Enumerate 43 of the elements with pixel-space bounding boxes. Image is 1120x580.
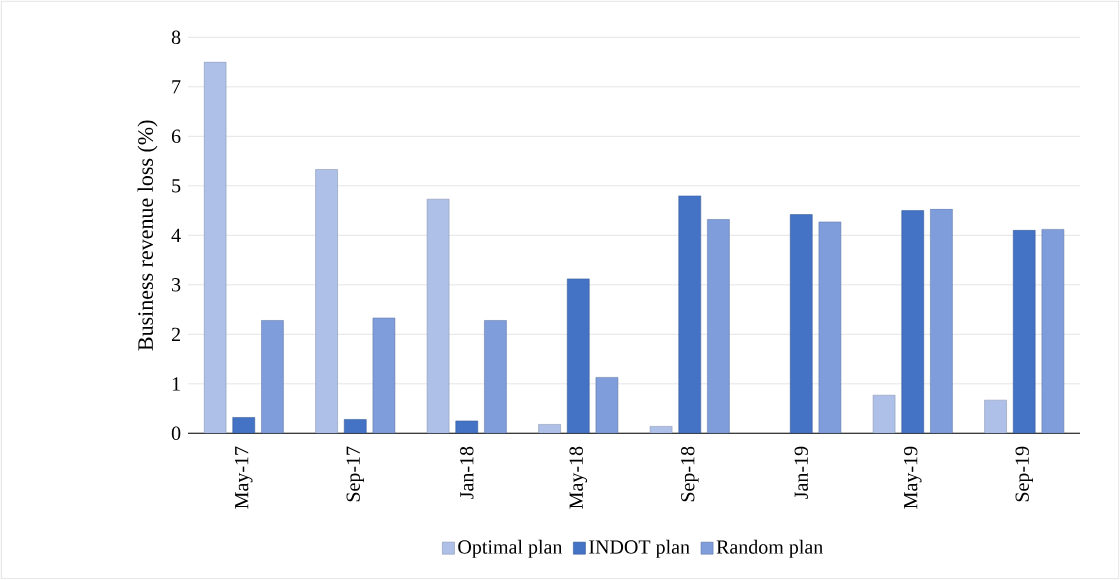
bar (203, 61, 227, 434)
bar (343, 419, 367, 434)
bar (538, 424, 561, 434)
bar (232, 417, 256, 434)
bar (315, 169, 338, 434)
bar (484, 320, 507, 434)
y-tick-label: 6 (171, 129, 181, 144)
legend-label: Random plan (716, 539, 823, 558)
y-tick-label: 2 (171, 327, 180, 341)
bar (455, 420, 479, 434)
bar (261, 320, 284, 434)
x-tick-label: Sep-19 (1015, 446, 1034, 502)
legend-label: INDOT plan (589, 539, 690, 558)
bar (649, 426, 673, 434)
bar (1041, 229, 1065, 434)
bar (789, 214, 813, 434)
bar (818, 221, 842, 434)
x-tick-label: May-18 (569, 446, 588, 509)
y-tick-label: 0 (171, 426, 181, 441)
bar (984, 399, 1007, 434)
bar (678, 195, 702, 434)
y-tick-label: 8 (171, 30, 181, 45)
y-tick-label: 3 (172, 278, 181, 292)
y-tick-label: 5 (172, 179, 181, 193)
x-tick-label: Jan-19 (794, 446, 808, 499)
bar (930, 208, 953, 434)
x-tick-label: Sep-18 (680, 446, 699, 502)
y-tick-label: 4 (171, 228, 181, 242)
bar (1012, 230, 1036, 434)
y-tick-label: 1 (172, 377, 180, 391)
x-tick-label: Sep-17 (346, 446, 365, 502)
legend-label: Optimal plan (458, 539, 563, 558)
bar (901, 210, 925, 434)
bar (566, 278, 590, 434)
y-tick-label: 7 (172, 80, 181, 94)
bar (426, 198, 450, 434)
bar (372, 317, 396, 434)
bar (872, 394, 896, 434)
x-tick-label: May-19 (903, 446, 922, 509)
y-axis-title: Business revenue loss (%) (137, 120, 158, 351)
x-tick-label: May-17 (235, 446, 253, 509)
bar (707, 219, 730, 434)
x-tick-label: Jan-18 (460, 446, 474, 499)
